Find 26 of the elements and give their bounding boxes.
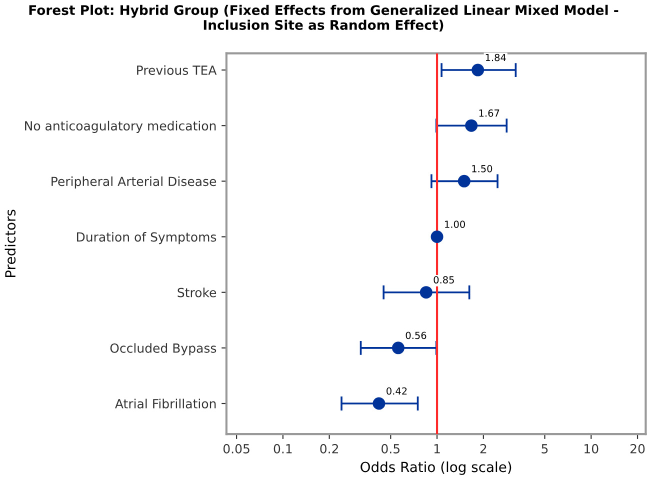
x-tick-label: 20: [630, 444, 645, 454]
y-tick-label: Atrial Fibrillation: [115, 398, 216, 408]
y-tick-label: Previous TEA: [137, 65, 217, 75]
x-tick-label: 1: [434, 444, 440, 454]
y-tick-label: Stroke: [178, 288, 216, 298]
data-label: 0.56: [406, 332, 426, 340]
data-label: 1.84: [486, 54, 506, 62]
data-label: 1.50: [472, 165, 492, 172]
y-tick-label: Occluded Bypass: [110, 343, 216, 356]
x-tick-label: 0.1: [274, 444, 292, 454]
data-label: 0.42: [386, 387, 407, 395]
x-tick-label: 0.2: [320, 444, 338, 454]
x-axis-title: Odds Ratio (log scale): [360, 461, 512, 475]
data-label: 0.85: [434, 276, 454, 284]
x-tick-label: 2: [480, 444, 486, 454]
x-tick-label: 0.5: [382, 444, 400, 454]
data-label: 1.00: [445, 220, 465, 228]
y-tick-label: No anticoagulatory medication: [25, 120, 216, 133]
y-axis-title: Predictors: [4, 210, 16, 277]
x-tick-label: 10: [584, 444, 598, 454]
y-tick-label: Duration of Symptoms: [76, 232, 216, 244]
x-tick-label: 0.05: [223, 444, 250, 454]
data-label: 1.67: [479, 109, 500, 117]
y-tick-label: Peripheral Arterial Disease: [52, 176, 216, 189]
x-tick-label: 5: [542, 444, 548, 454]
chart-title: Forest Plot: Hybrid Group (Fixed Effects from Generalized Linear Mixed Model - Inclusion Site as Random Effect): [29, 4, 618, 32]
